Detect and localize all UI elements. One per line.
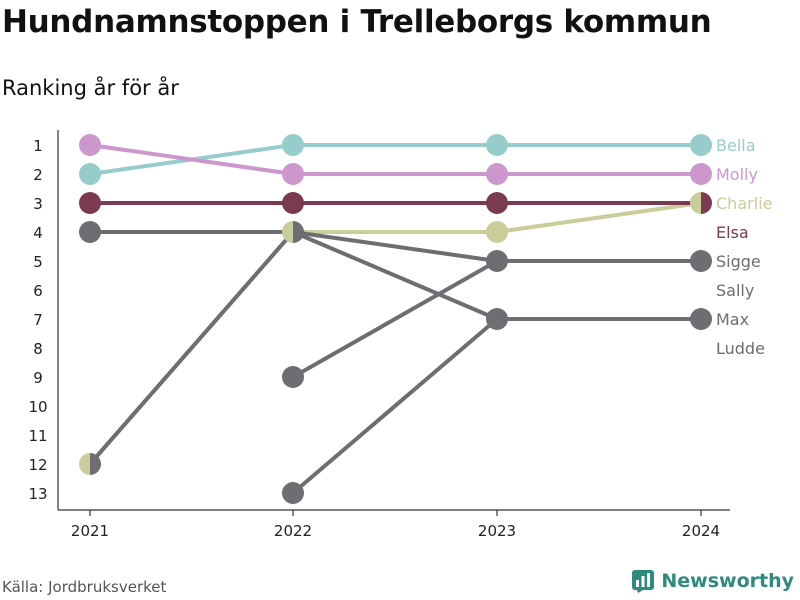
series-line-sally bbox=[291, 230, 499, 321]
point-bella bbox=[486, 134, 508, 156]
series-label-max: Max bbox=[716, 310, 749, 329]
point-bella bbox=[690, 134, 712, 156]
series-label-bella: Bella bbox=[716, 136, 756, 155]
series-label-charlie: Charlie bbox=[716, 194, 772, 213]
point-charlie bbox=[486, 221, 508, 243]
series-lines bbox=[88, 143, 703, 495]
y-tick-label: 6 bbox=[33, 282, 43, 300]
y-tick-label: 8 bbox=[33, 340, 43, 358]
brand-logo: Newsworthy bbox=[631, 569, 794, 593]
y-tick-label: 3 bbox=[33, 195, 43, 213]
y-tick-label: 13 bbox=[28, 485, 47, 503]
point-sigge bbox=[282, 366, 304, 388]
y-tick-label: 1 bbox=[33, 137, 43, 155]
point-charlie-sally-ludde-left-half bbox=[282, 221, 293, 243]
point-molly bbox=[690, 163, 712, 185]
point-sigge-ludde bbox=[690, 250, 712, 272]
point-sally-max bbox=[486, 308, 508, 330]
point-elsa bbox=[282, 192, 304, 214]
point-charlie-sally-ludde-right-half bbox=[293, 221, 304, 243]
series-label-sigge: Sigge bbox=[716, 252, 761, 271]
point-max bbox=[282, 482, 304, 504]
y-tick-label: 9 bbox=[33, 369, 43, 387]
x-tick-label: 2022 bbox=[274, 522, 312, 540]
y-tick-label: 11 bbox=[28, 427, 47, 445]
brand-name: Newsworthy bbox=[661, 570, 794, 592]
point-charlie-sally-right-half bbox=[90, 453, 101, 475]
series-labels: Bella Molly Charlie Elsa Sigge Sally Max Ludde bbox=[716, 136, 772, 358]
x-tick-label: 2023 bbox=[478, 522, 516, 540]
y-tick-label: 7 bbox=[33, 311, 43, 329]
y-tick-label: 4 bbox=[33, 224, 43, 242]
x-tick-label: 2021 bbox=[71, 522, 109, 540]
series-label-molly: Molly bbox=[716, 165, 758, 184]
chart-title: Hundnamnstoppen i Trelleborgs kommun bbox=[2, 4, 712, 40]
series-line-charlie bbox=[495, 201, 703, 234]
point-charlie-sally-left-half bbox=[79, 453, 90, 475]
point-molly bbox=[79, 134, 101, 156]
x-tick-label: 2024 bbox=[682, 522, 720, 540]
point-bella bbox=[79, 163, 101, 185]
series-line-sally bbox=[88, 230, 295, 466]
y-tick-label: 2 bbox=[33, 166, 43, 184]
series-line-ludde bbox=[291, 230, 499, 263]
point-molly bbox=[486, 163, 508, 185]
point-bella bbox=[282, 134, 304, 156]
series-line-max bbox=[291, 317, 499, 495]
series-points bbox=[79, 134, 712, 504]
point-sigge-ludde bbox=[486, 250, 508, 272]
series-label-sally: Sally bbox=[716, 281, 754, 300]
point-charlie-elsa-left-half bbox=[690, 192, 701, 214]
newsworthy-logo-icon bbox=[632, 570, 655, 593]
series-label-elsa: Elsa bbox=[716, 223, 749, 242]
series-line-sigge bbox=[291, 259, 499, 379]
point-elsa bbox=[486, 192, 508, 214]
point-elsa bbox=[79, 192, 101, 214]
y-tick-label: 12 bbox=[28, 456, 47, 474]
point-molly bbox=[282, 163, 304, 185]
chart-subtitle: Ranking år för år bbox=[2, 76, 179, 100]
series-label-ludde: Ludde bbox=[716, 339, 765, 358]
series-line-molly bbox=[88, 143, 295, 176]
point-sally-max bbox=[690, 308, 712, 330]
y-tick-label: 10 bbox=[28, 398, 47, 416]
point-charlie-elsa-right-half bbox=[701, 192, 712, 214]
source-note: Källa: Jordbruksverket bbox=[2, 578, 167, 596]
y-tick-label: 5 bbox=[33, 253, 43, 271]
point-ludde bbox=[79, 221, 101, 243]
